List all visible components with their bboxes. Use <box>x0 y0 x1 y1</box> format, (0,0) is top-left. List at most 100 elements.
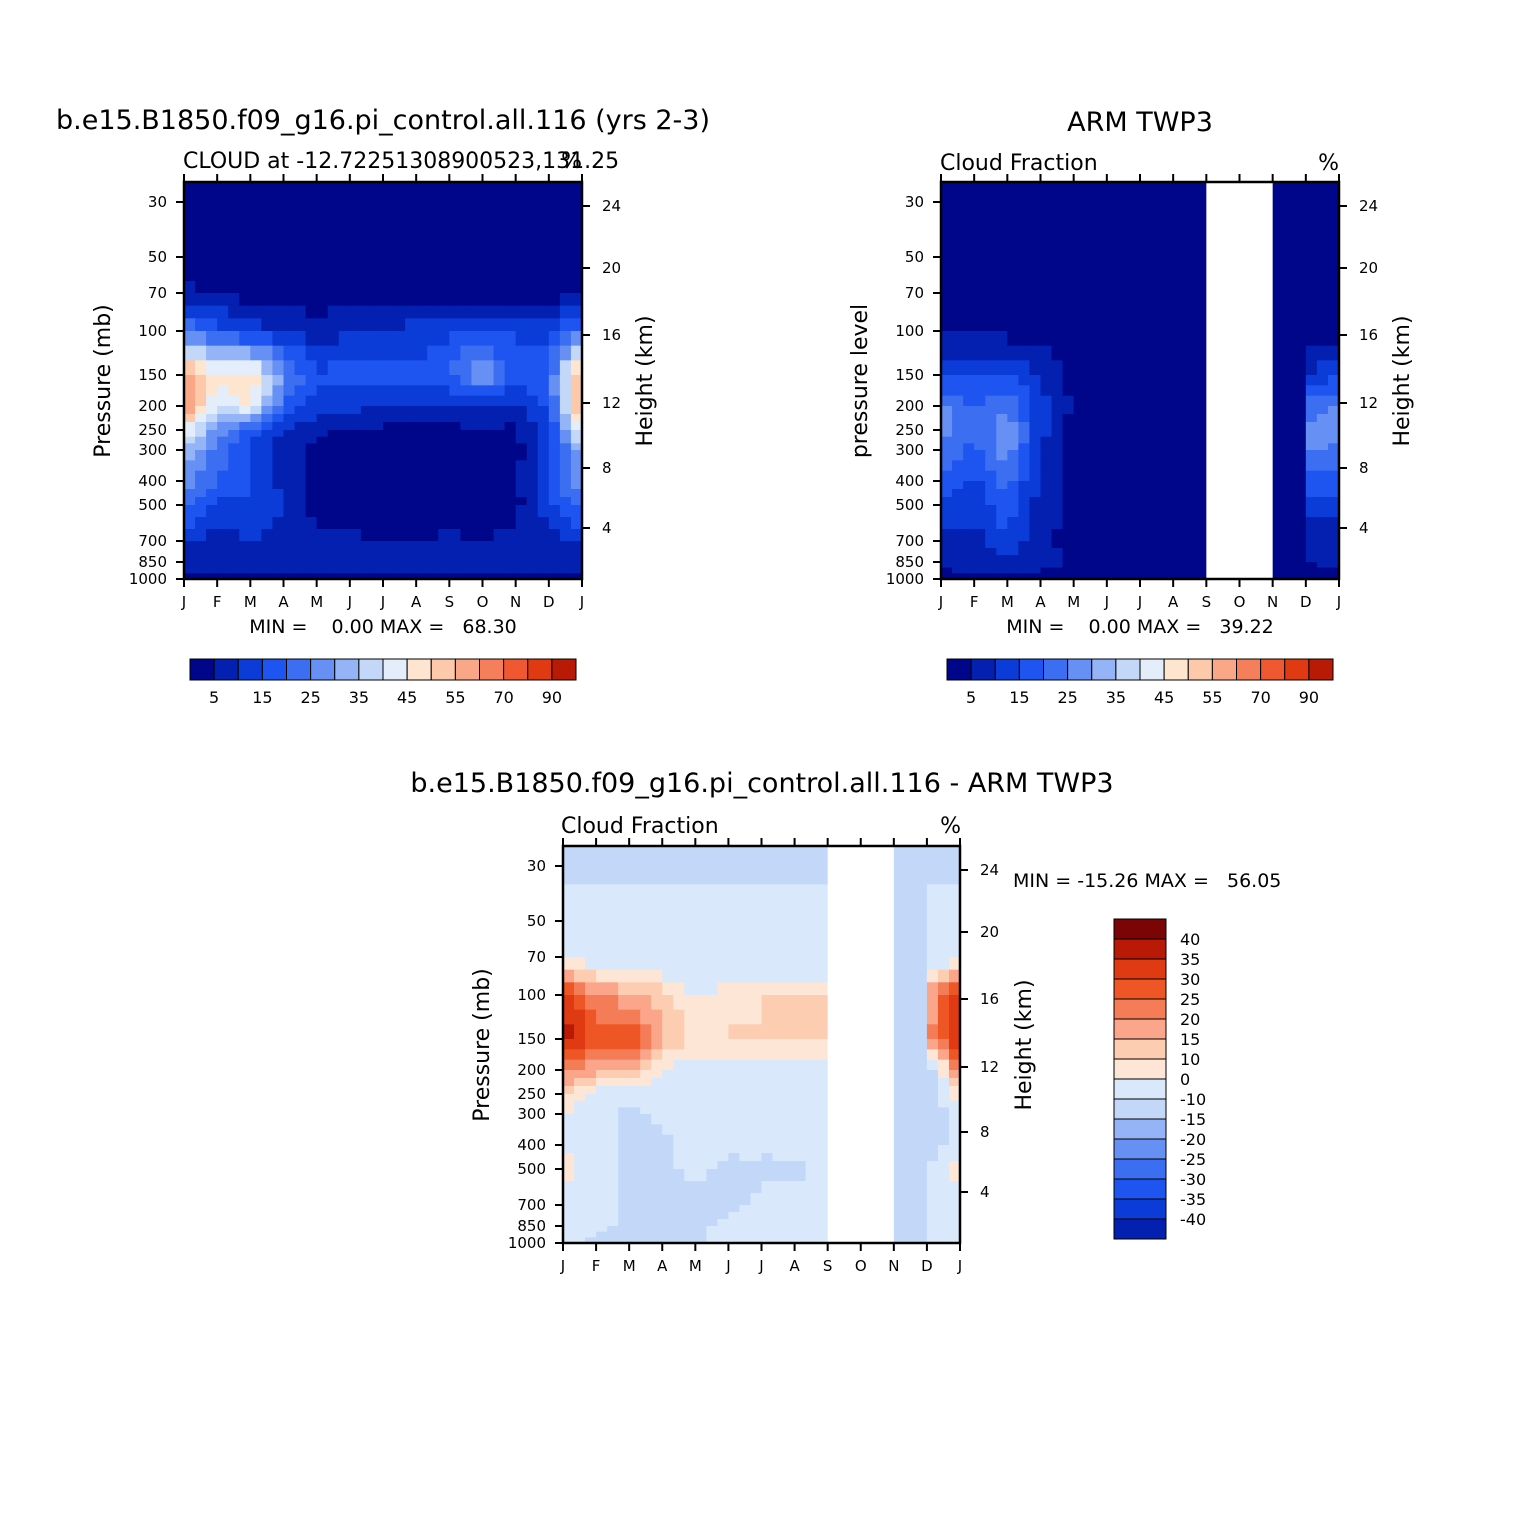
contour-cell <box>1007 562 1019 569</box>
colorbar-box <box>1113 1198 1167 1220</box>
contour-cell <box>963 293 975 307</box>
contour-cell <box>1040 375 1053 386</box>
contour-cell <box>985 443 997 451</box>
contour-cell <box>515 548 528 556</box>
contour-cell <box>250 220 262 240</box>
contour-cell <box>717 1237 730 1244</box>
contour-cell <box>739 1100 752 1108</box>
contour-cell <box>272 345 285 361</box>
contour-cell <box>1084 269 1097 282</box>
contour-cell <box>1106 436 1119 444</box>
contour-cell <box>816 1212 829 1220</box>
contour-cell <box>1305 489 1318 498</box>
contour-cell <box>371 450 384 461</box>
contour-cell <box>394 269 406 282</box>
contour-cell <box>1062 460 1075 472</box>
contour-cell <box>1007 567 1019 574</box>
contour-cell <box>1173 430 1185 438</box>
contour-cell <box>706 1226 718 1233</box>
contour-cell <box>427 331 439 347</box>
contour-cell <box>794 1100 807 1108</box>
contour-cell <box>585 1059 597 1071</box>
contour-cell <box>1029 567 1042 574</box>
missing-data-band <box>827 846 894 1243</box>
contour-cell <box>493 220 506 240</box>
contour-cell <box>338 202 351 221</box>
contour-cell <box>1184 430 1196 438</box>
contour-cell <box>717 1094 730 1102</box>
contour-cell <box>371 497 384 506</box>
contour-cell <box>1151 489 1163 498</box>
contour-cell <box>618 902 630 922</box>
contour-cell <box>294 436 307 444</box>
contour-cell <box>338 375 351 386</box>
contour-cell <box>217 489 229 498</box>
contour-cell <box>1151 529 1163 542</box>
contour-cell <box>482 360 495 376</box>
contour-cell <box>985 489 997 498</box>
contour-cell <box>1151 450 1163 461</box>
contour-cell <box>239 220 251 240</box>
contour-cell <box>816 1219 829 1227</box>
contour-cell <box>1062 257 1075 270</box>
contour-cell <box>963 375 975 386</box>
contour-cell <box>261 375 274 386</box>
contour-cell <box>585 1226 597 1233</box>
contour-cell <box>1316 293 1329 307</box>
contour-cell <box>816 1094 829 1102</box>
contour-cell <box>1051 220 1064 240</box>
contour-cell <box>607 1145 619 1154</box>
contour-cell <box>948 1078 961 1087</box>
contour-cell <box>717 1049 730 1061</box>
contour-cell <box>526 385 539 397</box>
contour-cell <box>1029 269 1042 282</box>
contour-cell <box>1073 567 1086 574</box>
contour-cell <box>504 406 517 415</box>
contour-cell <box>662 945 674 958</box>
contour-cell <box>349 548 362 556</box>
contour-cell <box>1184 238 1196 258</box>
contour-cell <box>1095 443 1108 451</box>
contour-cell <box>974 257 986 270</box>
contour-cell <box>574 1161 586 1170</box>
contour-cell <box>548 395 561 407</box>
contour-cell <box>371 481 384 490</box>
contour-cell <box>394 318 406 332</box>
contour-cell <box>706 902 718 922</box>
contour-cell <box>239 450 251 461</box>
contour-cell <box>360 305 373 319</box>
contour-cell <box>816 866 829 885</box>
contour-cell <box>1316 238 1329 258</box>
contour-cell <box>985 430 997 438</box>
y-right-tick-label: 8 <box>602 459 612 477</box>
contour-cell <box>585 1181 597 1194</box>
contour-cell <box>338 318 351 332</box>
contour-cell <box>1106 541 1119 549</box>
contour-cell <box>261 305 274 319</box>
x-tick-label: M <box>244 593 257 611</box>
contour-cell <box>662 1094 674 1102</box>
colorbar-label: 10 <box>1180 1050 1200 1069</box>
contour-cell <box>206 385 218 397</box>
contour-cell <box>783 1193 796 1206</box>
contour-cell <box>305 238 318 258</box>
contour-cell <box>985 375 997 386</box>
contour-cell <box>629 884 641 904</box>
contour-cell <box>1106 360 1119 376</box>
contour-cell <box>1007 281 1019 294</box>
contour-cell <box>305 505 318 518</box>
contour-cell <box>228 257 240 270</box>
contour-cell <box>371 375 384 386</box>
contour-cell <box>206 257 218 270</box>
contour-cell <box>783 1114 796 1125</box>
contour-cell <box>629 1205 641 1213</box>
contour-cell <box>1327 414 1340 423</box>
contour-cell <box>217 360 229 376</box>
contour-cell <box>1117 414 1130 423</box>
contour-cell <box>1151 257 1163 270</box>
contour-cell <box>739 1078 752 1087</box>
contour-cell <box>383 414 395 423</box>
contour-cell <box>651 1124 663 1136</box>
contour-cell <box>1029 375 1042 386</box>
contour-cell <box>574 1070 586 1079</box>
